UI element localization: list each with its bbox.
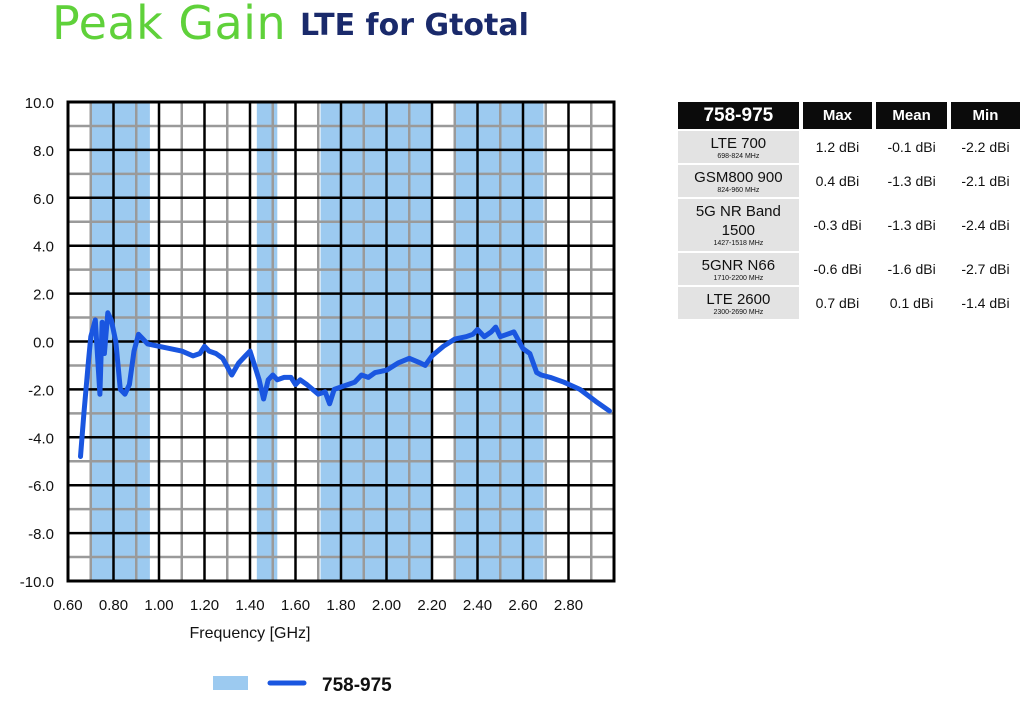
x-tick-label: 2.40 <box>463 597 492 614</box>
mean-value: -1.6 dBi <box>887 261 936 277</box>
band-range: 698-824 MHz <box>717 152 760 160</box>
table-row: 5GNR N66 1710-2200 MHz -0.6 dBi -1.6 dBi… <box>678 253 1020 285</box>
x-tick-label: 2.00 <box>372 597 401 614</box>
table-header-row: 758-975 Max Mean Min <box>678 102 1020 129</box>
y-tick-label: -2.0 <box>28 382 54 399</box>
y-tick-label: 4.0 <box>33 239 54 256</box>
band-range: 1427-1518 MHz <box>713 240 764 247</box>
band-range: 824-960 MHz <box>717 186 760 194</box>
table-header-max: Max <box>802 102 873 129</box>
y-tick-label: 2.0 <box>33 287 54 304</box>
x-axis-label: Frequency [GHz] <box>190 625 311 642</box>
x-tick-label: 0.60 <box>53 597 82 614</box>
table-row: LTE 2600 2300-2690 MHz 0.7 dBi 0.1 dBi -… <box>678 287 1020 319</box>
page-subtitle: LTE for Gtotal <box>300 8 529 43</box>
mean-value: 0.1 dBi <box>889 295 934 311</box>
mean-value: -1.3 dBi <box>887 173 936 189</box>
peak-gain-chart: 10.0 8.0 6.0 4.0 2.0 0.0 -2.0 -4.0 -6.0 -8.0 -10.0… <box>20 95 616 696</box>
band-label-cell: LTE 2600 2300-2690 MHz <box>678 287 799 319</box>
band-label-cell: 5G NR Band 1500 1427-1518 MHz <box>678 199 799 251</box>
band-name: LTE 2600 <box>706 290 771 308</box>
band-range: 2300-2690 MHz <box>713 308 764 316</box>
min-value: -2.1 dBi <box>961 173 1010 189</box>
band-name: GSM800 900 <box>694 168 783 186</box>
page-title: Peak Gain <box>52 0 287 50</box>
y-tick-label: 8.0 <box>33 143 54 160</box>
max-value: -0.6 dBi <box>813 261 862 277</box>
table-row: 5G NR Band 1500 1427-1518 MHz -0.3 dBi -… <box>678 199 1020 251</box>
gain-summary-table: 758-975 Max Mean Min LTE 700 698-824 MHz… <box>674 100 1024 321</box>
x-tick-label: 0.80 <box>99 597 128 614</box>
band-range: 1710-2200 MHz <box>713 274 764 282</box>
series-line <box>78 310 612 459</box>
x-tick-label: 2.80 <box>554 597 583 614</box>
band-label-cell: GSM800 900 824-960 MHz <box>678 165 799 197</box>
min-value: -2.7 dBi <box>961 261 1010 277</box>
band-name: 5G NR Band 1500 <box>695 203 781 239</box>
mean-value: -1.3 dBi <box>887 217 936 233</box>
min-value: -2.2 dBi <box>961 139 1010 155</box>
band-label-cell: 5GNR N66 1710-2200 MHz <box>678 253 799 285</box>
table-header-mean: Mean <box>876 102 947 129</box>
y-tick-label: -10.0 <box>20 574 54 591</box>
x-tick-label: 1.80 <box>326 597 355 614</box>
y-tick-label: 10.0 <box>25 95 54 112</box>
table-row: LTE 700 698-824 MHz 1.2 dBi -0.1 dBi -2.… <box>678 131 1020 163</box>
band-name: 5GNR N66 <box>701 256 776 274</box>
legend-series-label: 758-975 <box>322 675 392 696</box>
y-tick-label: -4.0 <box>28 430 54 447</box>
x-tick-label: 2.20 <box>417 597 446 614</box>
y-tick-label: 6.0 <box>33 191 54 208</box>
max-value: 0.7 dBi <box>815 295 860 311</box>
table-header-band: 758-975 <box>678 102 799 129</box>
table-header-min: Min <box>950 102 1020 129</box>
y-tick-label: -6.0 <box>28 478 54 495</box>
table-row: GSM800 900 824-960 MHz 0.4 dBi -1.3 dBi … <box>678 165 1020 197</box>
max-value: -0.3 dBi <box>813 217 862 233</box>
y-tick-label: 0.0 <box>33 335 54 352</box>
mean-value: -0.1 dBi <box>887 139 936 155</box>
x-tick-label: 1.00 <box>144 597 173 614</box>
x-tick-label: 1.60 <box>281 597 310 614</box>
band-label-cell: LTE 700 698-824 MHz <box>678 131 799 163</box>
min-value: -1.4 dBi <box>961 295 1010 311</box>
x-tick-label: 2.60 <box>508 597 537 614</box>
x-tick-label: 1.40 <box>235 597 264 614</box>
x-tick-label: 1.20 <box>190 597 219 614</box>
min-value: -2.4 dBi <box>961 217 1010 233</box>
max-value: 0.4 dBi <box>815 173 860 189</box>
max-value: 1.2 dBi <box>815 139 860 155</box>
y-tick-label: -8.0 <box>28 526 54 543</box>
plot-border <box>66 100 616 583</box>
band-name: LTE 700 <box>710 134 767 152</box>
legend-band-swatch <box>213 676 248 690</box>
